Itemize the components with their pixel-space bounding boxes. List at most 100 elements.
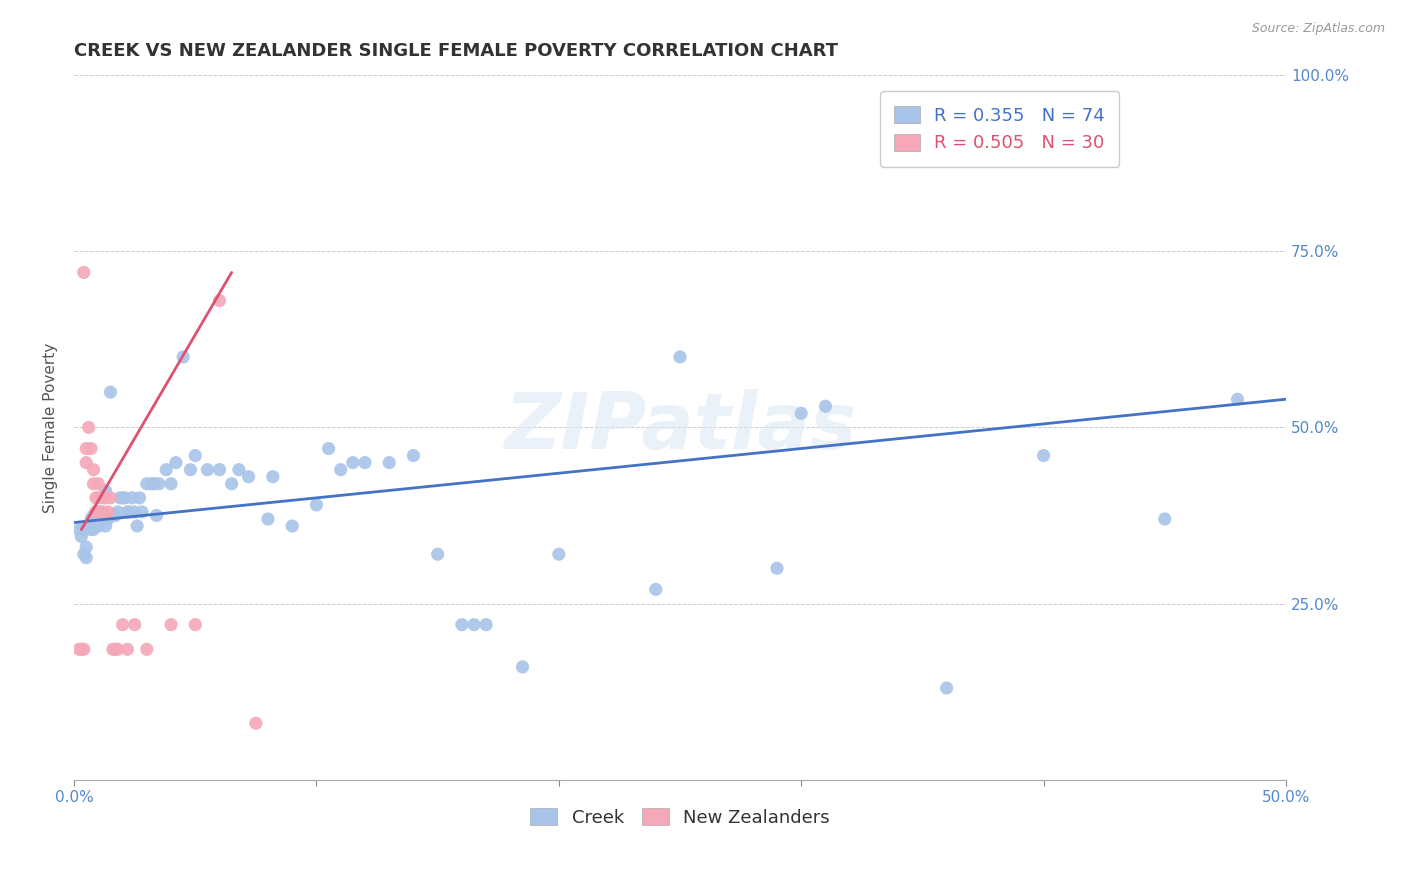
- Point: [155, 463, 177, 477]
- Point: [644, 582, 666, 597]
- Point: [82, 523, 104, 537]
- Point: [75, 550, 97, 565]
- Point: [165, 456, 187, 470]
- Point: [101, 508, 124, 523]
- Point: [75, 442, 97, 456]
- Point: [342, 456, 364, 470]
- Point: [281, 519, 304, 533]
- Point: [145, 508, 167, 523]
- Point: [90, 505, 112, 519]
- Point: [451, 617, 474, 632]
- Point: [354, 456, 377, 470]
- Point: [80, 442, 103, 456]
- Text: Source: ZipAtlas.com: Source: ZipAtlas.com: [1251, 22, 1385, 36]
- Point: [91, 505, 114, 519]
- Point: [82, 463, 104, 477]
- Point: [104, 508, 127, 523]
- Point: [124, 505, 146, 519]
- Point: [547, 547, 569, 561]
- Point: [108, 491, 131, 505]
- Point: [73, 265, 96, 279]
- Point: [1226, 392, 1249, 407]
- Legend: Creek, New Zealanders: Creek, New Zealanders: [523, 801, 837, 834]
- Point: [70, 530, 93, 544]
- Point: [77, 519, 100, 533]
- Point: [128, 491, 150, 505]
- Point: [305, 498, 328, 512]
- Point: [91, 491, 114, 505]
- Point: [84, 505, 107, 519]
- Point: [67, 642, 90, 657]
- Text: ZIPatlas: ZIPatlas: [503, 390, 856, 466]
- Point: [463, 617, 485, 632]
- Point: [257, 512, 280, 526]
- Point: [84, 505, 107, 519]
- Point: [107, 642, 129, 657]
- Point: [135, 642, 157, 657]
- Point: [208, 463, 231, 477]
- Point: [245, 716, 267, 731]
- Point: [512, 660, 534, 674]
- Point: [75, 540, 97, 554]
- Point: [94, 491, 117, 505]
- Point: [90, 505, 112, 519]
- Point: [77, 420, 100, 434]
- Point: [104, 642, 127, 657]
- Point: [87, 505, 110, 519]
- Point: [935, 681, 957, 695]
- Point: [114, 491, 136, 505]
- Point: [101, 642, 124, 657]
- Point: [1153, 512, 1175, 526]
- Point: [82, 476, 104, 491]
- Point: [426, 547, 449, 561]
- Point: [160, 476, 183, 491]
- Point: [378, 456, 401, 470]
- Point: [221, 476, 243, 491]
- Point: [87, 476, 110, 491]
- Point: [143, 476, 166, 491]
- Point: [124, 617, 146, 632]
- Point: [766, 561, 789, 575]
- Point: [87, 491, 110, 505]
- Point: [262, 469, 284, 483]
- Point: [172, 350, 194, 364]
- Point: [94, 483, 117, 498]
- Point: [117, 505, 139, 519]
- Point: [82, 508, 104, 523]
- Point: [100, 385, 122, 400]
- Point: [131, 505, 153, 519]
- Point: [97, 512, 120, 526]
- Point: [70, 642, 93, 657]
- Point: [329, 463, 352, 477]
- Point: [84, 491, 107, 505]
- Point: [1032, 449, 1054, 463]
- Point: [127, 519, 149, 533]
- Point: [121, 491, 143, 505]
- Point: [208, 293, 231, 308]
- Point: [160, 617, 183, 632]
- Point: [475, 617, 498, 632]
- Point: [669, 350, 692, 364]
- Point: [141, 476, 163, 491]
- Point: [67, 523, 90, 537]
- Point: [790, 406, 813, 420]
- Point: [228, 463, 250, 477]
- Y-axis label: Single Female Poverty: Single Female Poverty: [44, 343, 58, 513]
- Point: [135, 476, 157, 491]
- Point: [318, 442, 340, 456]
- Point: [118, 505, 141, 519]
- Point: [97, 505, 120, 519]
- Point: [814, 399, 837, 413]
- Text: CREEK VS NEW ZEALANDER SINGLE FEMALE POVERTY CORRELATION CHART: CREEK VS NEW ZEALANDER SINGLE FEMALE POV…: [75, 42, 838, 60]
- Point: [80, 523, 103, 537]
- Point: [73, 547, 96, 561]
- Point: [402, 449, 425, 463]
- Point: [73, 523, 96, 537]
- Point: [197, 463, 219, 477]
- Point: [80, 512, 103, 526]
- Point: [117, 642, 139, 657]
- Point: [100, 491, 122, 505]
- Point: [111, 617, 134, 632]
- Point: [73, 642, 96, 657]
- Point: [94, 519, 117, 533]
